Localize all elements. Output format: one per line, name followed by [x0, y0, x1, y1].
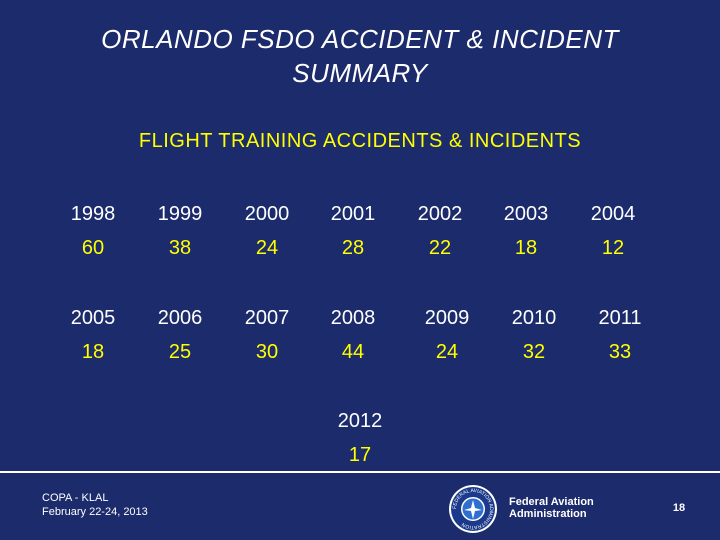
year-cell-2009: 2009 24	[412, 301, 482, 369]
count-value: 22	[428, 237, 452, 259]
count-value: 25	[168, 341, 192, 363]
year-label: 1999	[157, 203, 203, 225]
year-cell-2008: 2008 44	[318, 301, 388, 369]
slide-subtitle: FLIGHT TRAINING ACCIDENTS & INCIDENTS	[138, 130, 582, 152]
event-caption: COPA - KLAL February 22-24, 2013	[42, 492, 148, 518]
year-label: 2000	[244, 203, 290, 225]
footer-divider	[0, 471, 720, 473]
count-value: 32	[522, 341, 546, 363]
year-cell-2004: 2004 12	[578, 197, 648, 265]
count-value: 24	[435, 341, 459, 363]
year-cell-2000: 2000 24	[232, 197, 302, 265]
year-label: 2006	[157, 307, 203, 329]
year-label: 2007	[244, 307, 290, 329]
count-value: 18	[81, 341, 105, 363]
count-value: 33	[608, 341, 632, 363]
year-cell-2002: 2002 22	[405, 197, 475, 265]
year-cell-2006: 2006 25	[145, 301, 215, 369]
count-value: 44	[341, 341, 365, 363]
year-label: 2011	[598, 307, 642, 329]
year-label: 2008	[330, 307, 376, 329]
count-value: 30	[255, 341, 279, 363]
count-value: 38	[168, 237, 192, 259]
year-cell-1999: 1999 38	[145, 197, 215, 265]
year-cell-1998: 1998 60	[58, 197, 128, 265]
page-number: 18	[672, 502, 686, 514]
footer-bar	[0, 473, 720, 540]
year-cell-2001: 2001 28	[318, 197, 388, 265]
count-value: 60	[81, 237, 105, 259]
year-cell-2007: 2007 30	[232, 301, 302, 369]
faa-seal-icon: FEDERAL AVIATION ADMINISTRATION	[449, 485, 497, 533]
agency-name: Federal Aviation Administration	[509, 496, 594, 520]
year-cell-2011: 2011 33	[585, 301, 655, 369]
year-label: 2005	[70, 307, 116, 329]
year-cell-2005: 2005 18	[58, 301, 128, 369]
count-value: 28	[341, 237, 365, 259]
year-label: 2002	[417, 203, 463, 225]
year-label: 2004	[590, 203, 636, 225]
year-cell-2010: 2010 32	[499, 301, 569, 369]
year-cell-2003: 2003 18	[491, 197, 561, 265]
year-label: 2010	[511, 307, 557, 329]
year-label: 2001	[330, 203, 376, 225]
year-label: 1998	[70, 203, 116, 225]
count-value: 18	[514, 237, 538, 259]
slide-title: ORLANDO FSDO ACCIDENT & INCIDENT SUMMARY	[101, 24, 619, 88]
year-label: 2009	[424, 307, 470, 329]
count-value: 24	[255, 237, 279, 259]
year-cell-2012: 2012 17	[325, 404, 395, 472]
year-label: 2012	[337, 410, 383, 432]
year-label: 2003	[503, 203, 549, 225]
count-value: 17	[348, 444, 372, 466]
count-value: 12	[601, 237, 625, 259]
